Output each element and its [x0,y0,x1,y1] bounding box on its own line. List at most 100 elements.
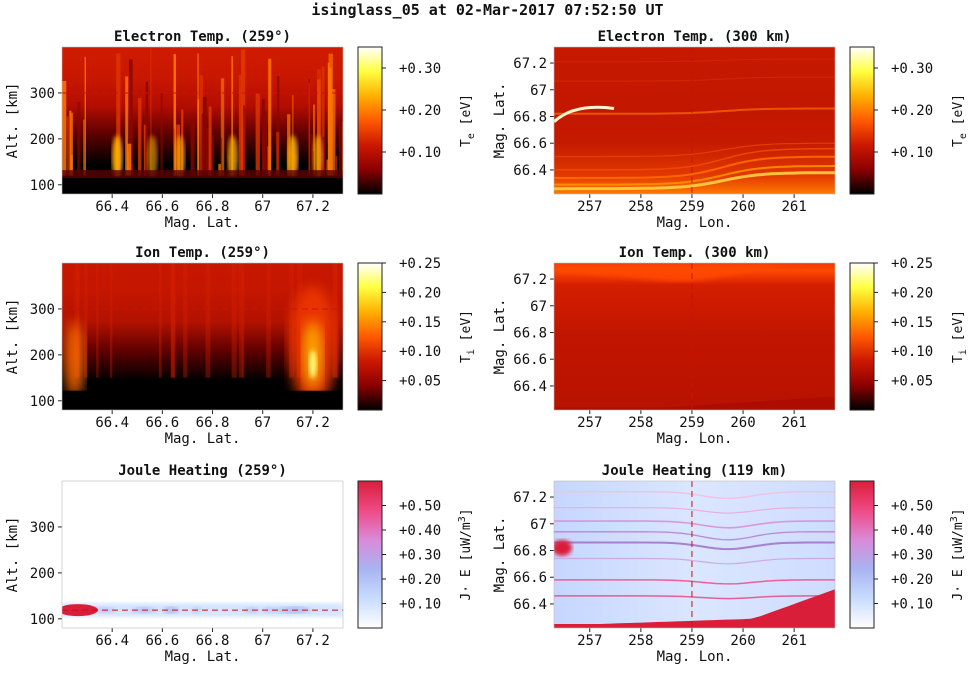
colorbar: +0.10 +0.20 +0.30 +0.40 +0.50 J· E [uW/m3] [357,480,474,629]
y-tick-label: 67.2 [513,56,547,72]
y-tick-label: 67.2 [513,490,547,506]
y-tick-label: 67 [530,83,547,99]
y-tick-label: 67.2 [513,272,547,288]
colorbar-tick-label: +0.10 [399,344,441,360]
colorbar-tick-label: +0.30 [891,548,933,564]
x-tick-label: 67 [254,415,271,431]
x-axis-label: Mag. Lon. [657,649,733,665]
x-tick-label: 66.4 [95,633,129,649]
x-axis-label: Mag. Lat. [165,649,241,665]
x-tick-label: 260 [730,415,755,431]
x-tick-label: 257 [577,415,602,431]
y-tick-label: 66.4 [513,163,547,179]
y-tick-label: 66.8 [513,109,547,125]
x-tick-label: 67.2 [296,633,330,649]
heatmap [62,481,343,628]
y-tick-label: 100 [30,178,55,194]
x-tick-label: 257 [577,633,602,649]
y-tick-label: 200 [30,132,55,148]
y-tick-label: 66.4 [513,379,547,395]
colorbar-tick-label: +0.40 [399,523,441,539]
colorbar: +0.10 +0.20 +0.30 Te [eV] [849,46,969,195]
x-tick-label: 66.6 [145,415,179,431]
colorbar: +0.05 +0.10 +0.15 +0.20 +0.25 Ti [eV] [357,256,477,411]
x-tick-label: 66.8 [196,199,230,215]
y-tick-label: 66.4 [513,597,547,613]
colorbar-tick-label: +0.10 [891,145,933,161]
y-tick-label: 67 [530,299,547,315]
y-axis-label: Mag. Lat. [492,83,508,159]
chart-joule-map: Joule Heating (119 km) 257 258 259 260 261 66.… [492,463,966,665]
plot-frame [61,46,344,195]
colorbar-tick-label: +0.25 [399,256,441,272]
y-tick-label: 200 [30,566,55,582]
colorbar-tick-label: +0.15 [399,315,441,331]
figure-title: isinglass_05 at 02-Mar-2017 07:52:50 UT [311,1,664,19]
x-axis-label: Mag. Lon. [657,431,733,447]
y-tick-label: 66.8 [513,325,547,341]
colorbar-label: J· E [uW/m3] [949,508,966,600]
plot-frame [61,262,344,411]
colorbar: +0.10 +0.20 +0.30 +0.40 +0.50 J· E [uW/m3] [849,480,966,629]
y-tick-label: 66.6 [513,136,547,152]
colorbar-label: Ti [eV] [459,310,477,363]
y-axis-label: Alt. [km] [5,517,21,593]
x-tick-label: 67 [254,199,271,215]
heatmap [554,47,835,194]
x-tick-label: 258 [628,633,653,649]
x-tick-label: 66.6 [145,633,179,649]
colorbar-label: Te [eV] [951,94,969,147]
chart-title: Electron Temp. (300 km) [598,29,792,45]
chart-ion-temp-alt: Ion Temp. (259°) 66.4 66.6 66.8 67 67.2 100 200… [5,245,477,447]
colorbar-tick-label: +0.50 [891,499,933,515]
y-tick-label: 300 [30,520,55,536]
chart-title: Ion Temp. (300 km) [619,245,771,261]
colorbar-tick-label: +0.15 [891,315,933,331]
colorbar-tick-label: +0.10 [891,344,933,360]
colorbar-tick-label: +0.40 [891,523,933,539]
y-tick-label: 66.6 [513,570,547,586]
chart-joule-alt: Joule Heating (259°) 66.4 66.6 66.8 67 67.2 10… [5,463,474,665]
chart-title: Ion Temp. (259°) [135,245,270,261]
x-tick-label: 67 [254,633,271,649]
y-tick-label: 66.8 [513,543,547,559]
colorbar-tick-label: +0.05 [891,374,933,390]
x-tick-label: 66.8 [196,415,230,431]
colorbar-tick-label: +0.30 [399,61,441,77]
colorbar-tick-label: +0.20 [891,572,933,588]
colorbar-tick-label: +0.20 [399,103,441,119]
y-tick-label: 100 [30,394,55,410]
x-tick-label: 257 [577,199,602,215]
colorbar-tick-label: +0.20 [891,285,933,301]
chart-electron-temp-alt: Electron Temp. (259°) 66.4 66.6 66.8 67 67.2 1… [5,29,477,231]
colorbar-tick-label: +0.20 [399,572,441,588]
x-tick-label: 259 [679,415,704,431]
heatmap [62,263,343,410]
x-tick-label: 260 [730,633,755,649]
colorbar-tick-label: +0.25 [891,256,933,272]
chart-title: Joule Heating (259°) [118,463,287,479]
y-tick-label: 67 [530,517,547,533]
x-tick-label: 258 [628,199,653,215]
colorbar-tick-label: +0.30 [399,548,441,564]
colorbar-tick-label: +0.10 [891,597,933,613]
y-tick-label: 100 [30,612,55,628]
plot-frame [553,262,836,411]
heatmap [62,47,343,194]
x-tick-label: 259 [679,199,704,215]
y-axis-label: Alt. [km] [5,299,21,375]
chart-title: Electron Temp. (259°) [114,29,291,45]
colorbar-tick-label: +0.50 [399,499,441,515]
colorbar-tick-label: +0.05 [399,374,441,390]
y-axis-label: Alt. [km] [5,83,21,159]
plot-frame [553,46,836,195]
colorbar-label: J· E [uW/m3] [457,508,474,600]
x-tick-label: 260 [730,199,755,215]
x-tick-label: 261 [781,415,806,431]
colorbar-label: Ti [eV] [951,310,969,363]
heatmap [554,263,835,410]
x-tick-label: 66.4 [95,415,129,431]
x-tick-label: 261 [781,633,806,649]
y-tick-label: 300 [30,86,55,102]
